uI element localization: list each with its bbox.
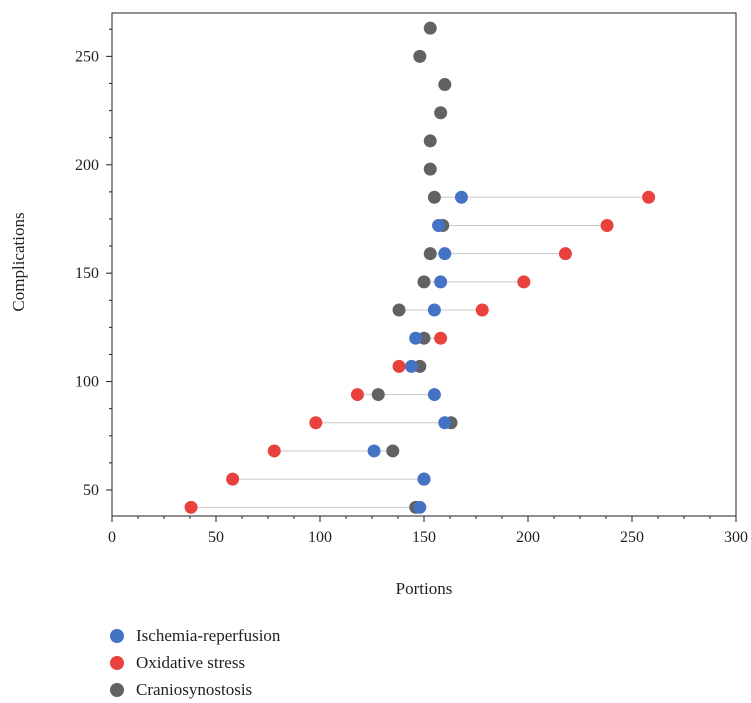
point-oxidative-stress	[434, 331, 448, 345]
point-ischemia-reperfusion	[438, 247, 452, 261]
x-tick-label: 150	[412, 529, 436, 546]
point-craniosynostosis	[423, 247, 437, 261]
point-ischemia-reperfusion	[367, 444, 381, 458]
legend-marker-craniosynostosis	[110, 682, 124, 697]
y-tick-label: 250	[75, 48, 99, 65]
x-tick-label: 200	[516, 529, 540, 546]
point-ischemia-reperfusion	[413, 500, 427, 514]
point-oxidative-stress	[558, 247, 572, 261]
point-oxidative-stress	[600, 218, 614, 232]
point-craniosynostosis	[417, 275, 431, 289]
point-craniosynostosis	[423, 21, 437, 35]
point-oxidative-stress	[226, 472, 240, 486]
legend-label-oxidative: Oxidative stress	[136, 652, 246, 672]
point-craniosynostosis	[427, 190, 441, 204]
point-ischemia-reperfusion	[427, 303, 441, 317]
legend: Ischemia-reperfusion Oxidative stress Cr…	[110, 622, 280, 703]
y-tick-label: 50	[83, 482, 99, 499]
point-oxidative-stress	[267, 444, 281, 458]
point-ischemia-reperfusion	[434, 275, 448, 289]
legend-marker-oxidative	[110, 655, 124, 670]
axes: 0 50 100 150 200 250 300 50 100 150 200 250	[75, 12, 748, 546]
plot-frame	[111, 12, 737, 517]
point-oxidative-stress	[475, 303, 489, 317]
point-ischemia-reperfusion	[405, 359, 419, 373]
x-tick-label: 300	[724, 529, 748, 546]
point-craniosynostosis	[423, 162, 437, 176]
x-tick-label: 250	[620, 529, 644, 546]
point-craniosynostosis	[413, 49, 427, 63]
y-tick-label: 100	[75, 374, 99, 391]
legend-item-ischemia: Ischemia-reperfusion	[110, 622, 280, 649]
x-tick-label: 0	[108, 529, 116, 546]
point-craniosynostosis	[438, 78, 452, 92]
point-oxidative-stress	[392, 359, 406, 373]
y-tick-label: 200	[75, 157, 99, 174]
data-points	[184, 21, 656, 514]
point-craniosynostosis	[423, 134, 437, 148]
point-ischemia-reperfusion	[454, 190, 468, 204]
y-tick-label: 150	[75, 265, 99, 282]
point-oxidative-stress	[350, 388, 364, 402]
point-ischemia-reperfusion	[432, 218, 446, 232]
legend-marker-ischemia	[110, 628, 124, 643]
point-craniosynostosis	[434, 106, 448, 120]
point-ischemia-reperfusion	[409, 331, 423, 345]
point-craniosynostosis	[386, 444, 400, 458]
x-tick-label: 100	[308, 529, 332, 546]
point-ischemia-reperfusion	[427, 388, 441, 402]
point-craniosynostosis	[392, 303, 406, 317]
point-oxidative-stress	[184, 500, 198, 514]
point-ischemia-reperfusion	[438, 416, 452, 430]
x-axis-title: Portions	[396, 579, 453, 598]
point-craniosynostosis	[371, 388, 385, 402]
x-tick-label: 50	[208, 529, 224, 546]
y-axis-title: Complications	[9, 212, 28, 311]
legend-label-craniosynostosis: Craniosynostosis	[136, 679, 253, 699]
legend-item-oxidative: Oxidative stress	[110, 649, 280, 676]
legend-label-ischemia: Ischemia-reperfusion	[136, 625, 281, 645]
legend-item-craniosynostosis: Craniosynostosis	[110, 676, 280, 703]
point-oxidative-stress	[309, 416, 323, 430]
point-oxidative-stress	[642, 190, 656, 204]
connector-lines	[191, 196, 649, 508]
point-ischemia-reperfusion	[417, 472, 431, 486]
point-oxidative-stress	[517, 275, 531, 289]
